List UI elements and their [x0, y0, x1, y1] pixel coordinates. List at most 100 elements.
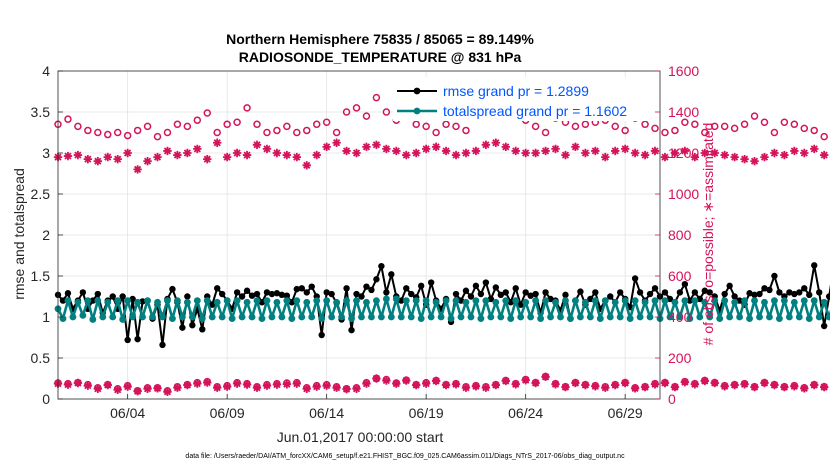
legend-totalspread-swatch-marker: [413, 107, 421, 115]
chart-title: Northern Hemisphere 75835 / 85065 = 89.1…: [226, 31, 534, 47]
obs-assimilated-marker: [163, 387, 172, 397]
rmse-point: [522, 289, 529, 296]
rmse-point: [64, 290, 72, 297]
obs-assimilated-marker: [700, 376, 709, 386]
data-file-footnote: data file: /Users/raeder/DAI/ATM_forcXX/…: [185, 453, 625, 460]
obs-assimilated-marker: [73, 378, 83, 388]
obs-assimilated-marker: [611, 380, 620, 390]
obs-assimilated-marker: [332, 383, 341, 392]
obs-assimilated-marker: [800, 384, 809, 393]
obs-assimilated-marker: [322, 142, 331, 152]
totalspread-point: [447, 315, 455, 323]
totalspread-point: [258, 315, 266, 323]
rmse-point: [746, 290, 753, 297]
rmse-point: [79, 289, 87, 296]
rmse-point: [771, 272, 778, 280]
left-tick-label: 0.5: [31, 350, 51, 366]
obs-assimilated-marker: [193, 144, 202, 154]
totalspread-point: [517, 313, 525, 321]
obs-possible-marker: [123, 131, 132, 140]
obs-assimilated-marker: [690, 152, 700, 162]
totalspread-point: [203, 297, 211, 304]
rmse-point: [243, 287, 251, 294]
totalspread-point: [606, 313, 614, 321]
obs-possible-marker: [720, 122, 729, 131]
rmse-point: [592, 289, 599, 296]
obs-possible-marker: [800, 124, 809, 133]
obs-possible-marker: [740, 120, 749, 129]
obs-possible-marker: [382, 108, 391, 116]
totalspread-point: [328, 313, 336, 321]
right-tick-label: 1600: [668, 63, 699, 79]
obs-possible-marker: [571, 122, 580, 131]
totalspread-point: [437, 313, 445, 321]
rmse-point: [199, 326, 206, 333]
obs-assimilated-marker: [183, 148, 192, 158]
totalspread-point: [233, 297, 241, 304]
obs-assimilated-marker: [103, 152, 112, 162]
x-axis-label: Jun.01,2017 00:00:00 start: [277, 429, 444, 445]
obs-assimilated-marker: [421, 379, 431, 388]
obs-assimilated-marker: [322, 381, 331, 390]
obs-possible-marker: [312, 120, 321, 129]
totalspread-point: [467, 313, 475, 321]
obs-assimilated-marker: [650, 146, 660, 156]
totalspread-point: [626, 315, 634, 323]
totalspread-point: [497, 313, 505, 321]
obs-assimilated-marker: [203, 378, 212, 387]
totalspread-point: [472, 297, 480, 304]
totalspread-point: [94, 297, 102, 304]
series-group-1: [54, 295, 830, 323]
obs-assimilated-marker: [819, 150, 829, 160]
rmse-point: [482, 279, 490, 286]
totalspread-point: [576, 313, 584, 321]
totalspread-point: [641, 298, 649, 306]
rmse-point: [676, 289, 684, 296]
obs-possible-marker: [750, 112, 759, 120]
totalspread-point: [795, 313, 803, 321]
rmse-point: [427, 279, 435, 286]
obs-possible-marker: [452, 122, 460, 131]
obs-assimilated-marker: [113, 154, 122, 164]
rmse-point: [796, 289, 803, 296]
totalspread-point: [154, 298, 161, 306]
totalspread-point: [482, 297, 490, 304]
totalspread-point: [820, 298, 828, 306]
legend-rmse-swatch-marker: [413, 87, 421, 95]
totalspread-point: [84, 297, 92, 304]
obs-possible-marker: [641, 120, 649, 129]
x-tick-label: 06/09: [210, 405, 245, 421]
obs-possible-marker: [671, 126, 679, 135]
rmse-point: [403, 285, 410, 292]
obs-possible-marker: [283, 122, 291, 131]
rmse-point: [308, 283, 315, 290]
obs-assimilated-marker: [252, 140, 262, 149]
totalspread-point: [581, 298, 589, 306]
rmse-point: [348, 326, 355, 334]
obs-possible-marker: [422, 122, 430, 131]
right-tick-label: 1400: [668, 104, 699, 120]
totalspread-point: [183, 298, 191, 306]
totalspread-point: [442, 297, 450, 304]
obs-assimilated-marker: [222, 152, 232, 162]
totalspread-point: [303, 298, 311, 306]
totalspread-point: [427, 313, 435, 321]
obs-possible-marker: [651, 124, 659, 133]
totalspread-point: [661, 297, 669, 304]
obs-assimilated-marker: [640, 150, 650, 160]
rmse-point: [681, 281, 689, 288]
obs-assimilated-marker: [760, 378, 769, 388]
obs-assimilated-marker: [790, 382, 799, 391]
obs-assimilated-marker: [810, 144, 819, 154]
rmse-point: [179, 324, 186, 331]
obs-possible-marker: [462, 126, 470, 135]
totalspread-point: [402, 297, 410, 304]
obs-possible-marker: [701, 128, 709, 137]
totalspread-point: [64, 297, 72, 304]
rmse-point: [353, 290, 360, 298]
obs-assimilated-marker: [412, 380, 421, 390]
totalspread-point: [159, 313, 166, 321]
rmse-point: [701, 287, 708, 294]
totalspread-point: [591, 297, 599, 304]
rmse-point: [268, 290, 276, 298]
